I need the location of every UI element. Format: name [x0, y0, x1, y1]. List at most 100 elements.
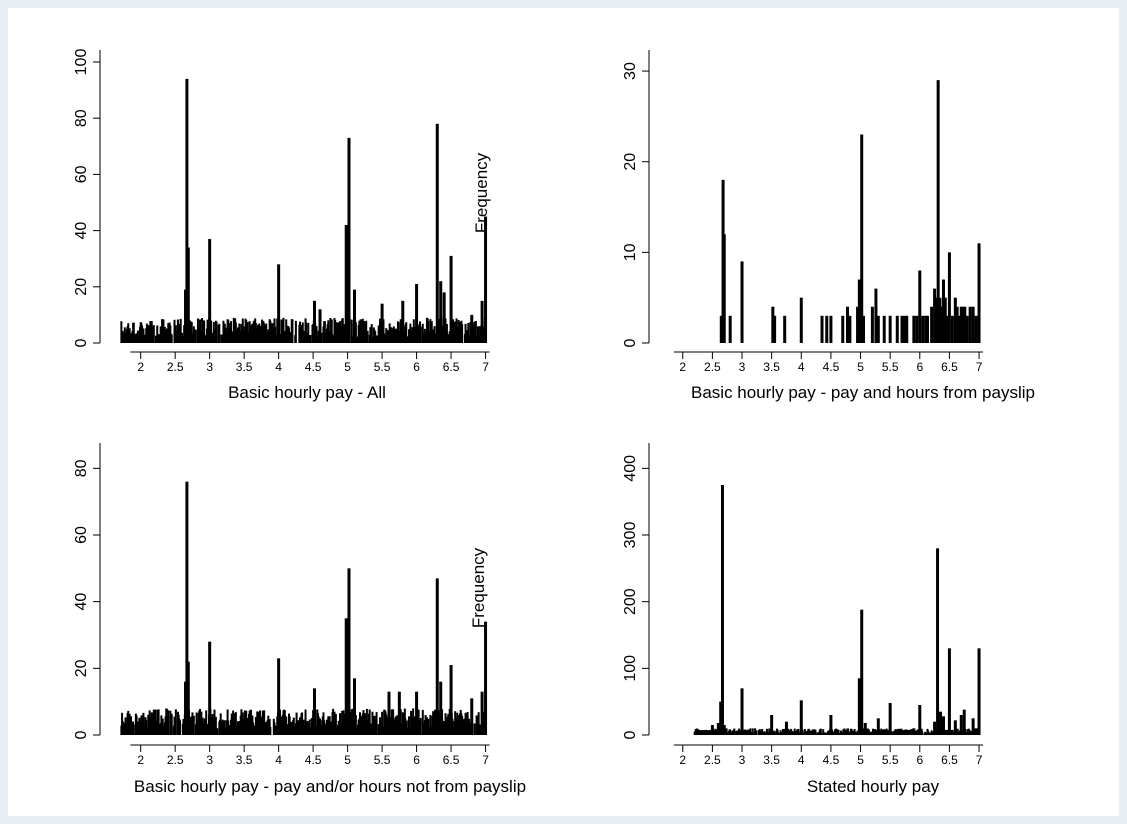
histogram-bar [361, 318, 364, 343]
histogram-bar [369, 327, 372, 343]
x-tick-label: 6 [413, 753, 420, 767]
histogram-bar [141, 325, 144, 343]
histogram-bar [870, 731, 873, 735]
histogram-bar [408, 726, 411, 735]
histogram-bar [799, 297, 803, 343]
histogram-bar [341, 318, 344, 343]
histogram-bar [236, 327, 239, 343]
histogram-bar [466, 711, 469, 735]
histogram-bar [722, 725, 726, 735]
histogram-bar [203, 320, 206, 343]
x-tick-label: 4 [798, 753, 805, 767]
histogram-bar [957, 315, 961, 343]
histogram-bar [848, 732, 851, 735]
histogram-bar [968, 306, 972, 343]
histogram-bar [200, 711, 203, 735]
histogram-bar [152, 709, 155, 735]
histogram-bar [853, 728, 856, 735]
histogram-bar [173, 716, 176, 735]
histogram-bar [716, 723, 720, 735]
histogram-bar [230, 321, 233, 343]
histogram-bar [957, 731, 960, 735]
histogram-bar [413, 717, 416, 735]
histogram-bar [189, 320, 192, 343]
histogram-bar [387, 691, 391, 735]
histogram-bar [339, 713, 342, 735]
histogram-bar [273, 722, 276, 735]
histogram-bar [376, 335, 379, 343]
histogram-bar [325, 719, 328, 735]
histogram-bar [178, 323, 181, 343]
histogram-bar [480, 691, 484, 735]
histogram-bar [885, 728, 888, 735]
histogram-bar [328, 716, 331, 735]
histogram-bar [883, 730, 886, 735]
histogram-bar [308, 719, 311, 735]
histogram-bar [405, 720, 408, 735]
histogram-bar [309, 335, 312, 343]
histogram-bar [821, 733, 824, 735]
histogram-bar [841, 315, 845, 343]
histogram-bar [467, 335, 470, 343]
x-tick-label: 6.5 [443, 360, 460, 374]
histogram-bar [796, 729, 799, 735]
histogram-bar [444, 713, 447, 735]
histogram-bar [452, 726, 455, 735]
histogram-bar [329, 317, 332, 343]
histogram-bar [484, 216, 488, 343]
histogram-bar [132, 322, 135, 343]
histogram-bar [812, 729, 815, 735]
x-tick-label: 2.5 [167, 360, 184, 374]
histogram-bar [773, 730, 776, 735]
histogram-bar [274, 334, 277, 343]
histogram-bar [956, 728, 959, 735]
histogram-bar [947, 648, 951, 735]
histogram-bar [882, 315, 886, 343]
histogram-bar [215, 321, 218, 343]
histogram-bar [449, 665, 453, 735]
x-tick-label: 5.5 [374, 360, 391, 374]
histogram-bar [186, 661, 190, 735]
histogram-bar [318, 309, 322, 343]
histogram-bar [419, 717, 422, 735]
x-tick-label: 3.5 [236, 360, 253, 374]
histogram-bar [731, 730, 734, 735]
histogram-bar [784, 721, 788, 735]
histogram-bar [260, 716, 263, 735]
y-tick-label: 100 [622, 655, 639, 682]
histogram-bar [265, 722, 268, 735]
histogram-bar [473, 321, 476, 343]
x-tick-label: 2 [679, 753, 686, 767]
histogram-bar [410, 331, 413, 343]
histogram-bar [410, 717, 413, 735]
histogram-bar [412, 319, 415, 343]
histogram-bar [951, 729, 954, 735]
histogram-bar [470, 698, 474, 735]
histogram-bar [419, 321, 422, 343]
y-tick-label: 300 [622, 522, 639, 549]
y-tick-label: 30 [622, 62, 639, 80]
histogram-bar [432, 711, 435, 735]
x-tick-label: 5.5 [882, 753, 899, 767]
histogram-bar [130, 721, 133, 735]
y-tick-label: 0 [622, 730, 639, 739]
histogram-bar [127, 710, 130, 735]
histogram-bar [267, 329, 270, 343]
histogram-bar [860, 134, 864, 343]
histogram-bar [201, 717, 204, 735]
histogram-bar [719, 701, 723, 735]
histogram-bar [455, 318, 458, 343]
histogram-bar [924, 731, 927, 735]
panel-payslip: Basic hourly pay - pay and hours from pa… [622, 50, 1035, 402]
y-tick-label: 0 [73, 730, 90, 739]
histogram-bar [763, 731, 766, 735]
histogram-bar [331, 334, 334, 343]
histogram-bar [301, 322, 304, 343]
histogram-bar [700, 730, 703, 735]
histogram-bar [291, 319, 294, 343]
y-tick-label: 200 [622, 588, 639, 615]
histogram-bar [912, 315, 916, 343]
histogram-bar [147, 714, 150, 735]
histogram-bar [829, 715, 833, 735]
histogram-bar [208, 641, 212, 735]
